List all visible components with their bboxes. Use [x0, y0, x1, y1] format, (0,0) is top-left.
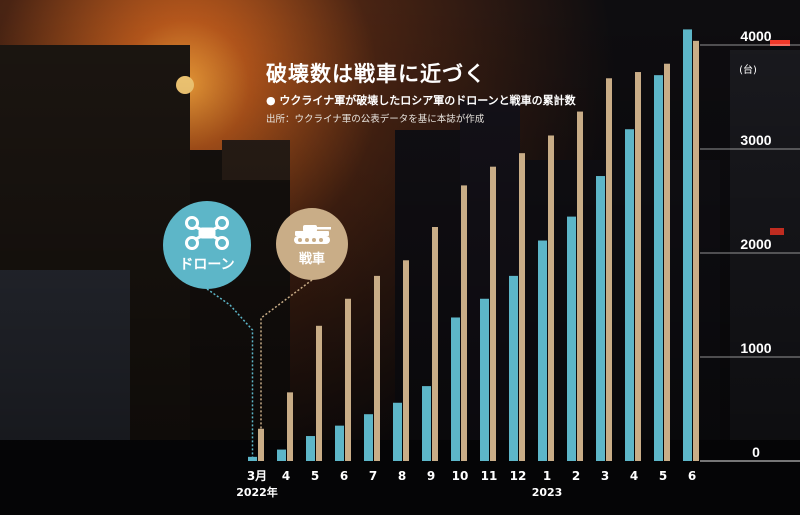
- x-tick-label: 7: [369, 469, 377, 483]
- y-unit-label: (台): [739, 63, 757, 76]
- tank-legend-badge: 戦車: [276, 208, 348, 280]
- x-tick-label: 3: [601, 469, 609, 483]
- tank-bar: [519, 153, 525, 461]
- legend-connector-lines: [206, 279, 313, 457]
- chart-title: 破壊数は戦車に近づく: [266, 62, 486, 86]
- drone-bar: [248, 456, 257, 461]
- drone-bar: [625, 129, 634, 462]
- drone-bar: [480, 298, 489, 461]
- drone-bar: [509, 275, 518, 461]
- chart-subtitle: ● ウクライナ軍が破壊したロシア軍のドローンと戦車の累計数: [266, 94, 576, 107]
- drone-bar: [422, 386, 431, 461]
- tank-bar: [345, 298, 351, 461]
- x-tick-label: 6: [688, 469, 696, 483]
- drone-bar: [277, 449, 286, 461]
- tank-bar: [374, 275, 380, 461]
- drone-bar: [567, 216, 576, 461]
- x-tick-label: 12: [510, 469, 527, 483]
- drone-bar: [306, 436, 315, 461]
- tank-bar: [606, 78, 612, 461]
- tank-bar: [258, 428, 264, 461]
- tank-bar: [403, 260, 409, 461]
- drone-bar: [335, 425, 344, 461]
- tank-bar: [287, 392, 293, 461]
- tank-bar: [316, 325, 322, 461]
- tank-bar: [548, 135, 554, 462]
- drone-legend-badge: ドローン: [163, 201, 251, 289]
- tank-bar: [461, 185, 467, 461]
- x-tick-label: 5: [311, 469, 319, 483]
- bar-series: [248, 29, 699, 462]
- x-tick-label: 6: [340, 469, 348, 483]
- tank-bar: [490, 166, 496, 461]
- tank-connector-line: [260, 279, 313, 429]
- y-tick-label: 2000: [740, 236, 771, 252]
- tank-bar: [577, 111, 583, 461]
- drone-bar: [596, 176, 605, 462]
- y-axis-ticks: 0 1000 2000 3000 4000 (台): [739, 28, 772, 460]
- drone-bar: [654, 75, 663, 461]
- tank-bar: [432, 227, 438, 461]
- tank-bar: [664, 63, 670, 461]
- data-source: 出所：ウクライナ軍の公表データを基に本誌が作成: [266, 114, 485, 125]
- x-tick-label: 5: [659, 469, 667, 483]
- y-tick-label: 3000: [740, 132, 771, 148]
- drone-legend-label: ドローン: [179, 257, 235, 273]
- drone-bar: [364, 414, 373, 461]
- x-tick-label: 1: [543, 469, 551, 483]
- y-tick-label: 4000: [740, 28, 771, 44]
- x-tick-label: 4: [282, 469, 290, 483]
- tank-bar: [635, 72, 641, 461]
- drone-icon: [185, 216, 229, 250]
- drone-bar: [393, 402, 402, 461]
- x-tick-label: 3月: [247, 469, 267, 483]
- grid-lines: [700, 44, 800, 462]
- drone-connector-line: [206, 288, 254, 457]
- drone-bar: [451, 317, 460, 461]
- x-tick-label: 10: [452, 469, 469, 483]
- year-label: 2023: [532, 486, 563, 499]
- tank-bar: [693, 40, 699, 462]
- x-tick-label: 4: [630, 469, 638, 483]
- x-tick-label: 9: [427, 469, 435, 483]
- drone-bar: [683, 29, 692, 462]
- y-tick-label: 0: [752, 444, 760, 460]
- tank-legend-label: 戦車: [298, 251, 325, 267]
- x-tick-label: 8: [398, 469, 406, 483]
- year-label: 2022年: [236, 485, 278, 499]
- x-tick-label: 11: [481, 469, 498, 483]
- x-tick-label: 2: [572, 469, 580, 483]
- drone-bar: [538, 240, 547, 461]
- tank-icon: [294, 224, 331, 244]
- y-tick-label: 1000: [740, 340, 771, 356]
